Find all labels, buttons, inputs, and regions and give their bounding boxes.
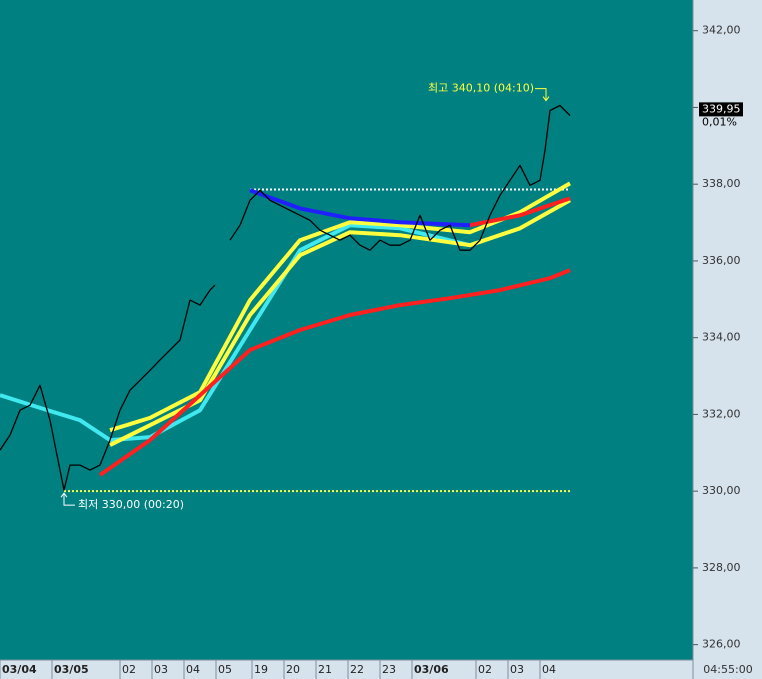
y-tick-label: 330,00	[702, 484, 741, 497]
x-axis-panel	[0, 660, 693, 679]
annotation-arrow	[60, 492, 75, 506]
x-tick-label: 20	[286, 663, 300, 676]
x-tick-label: 02	[122, 663, 136, 676]
y-tick-label: 332,00	[702, 407, 741, 420]
series-line	[98, 268, 571, 477]
plot-area	[0, 0, 693, 660]
x-tick-label: 02	[478, 663, 492, 676]
x-tick-label: 04	[186, 663, 200, 676]
x-tick-label: 03	[154, 663, 168, 676]
x-tick-label: 19	[254, 663, 268, 676]
x-tick-label: 03/05	[54, 663, 89, 676]
x-tick-label: 05	[218, 663, 232, 676]
change-label: 0,01%	[702, 115, 737, 128]
series-line	[109, 198, 571, 447]
y-tick-label: 336,00	[702, 254, 741, 267]
last-price-label: 339,95	[702, 102, 741, 115]
x-tick-label: 21	[318, 663, 332, 676]
y-tick-label: 334,00	[702, 331, 741, 344]
x-tick-label: 03/06	[414, 663, 449, 676]
x-tick-label: 23	[382, 663, 396, 676]
y-tick-label: 338,00	[702, 177, 741, 190]
annotation: 최저 330,00 (00:20)	[78, 498, 184, 511]
x-tick-label: 03/04	[2, 663, 37, 676]
time-label: 04:55:00	[703, 663, 752, 676]
series-line	[0, 223, 471, 443]
x-tick-label: 03	[510, 663, 524, 676]
annotation: 최고 340,10 (04:10)	[428, 82, 534, 95]
series-line	[0, 104, 571, 491]
x-tick-label: 22	[350, 663, 364, 676]
annotation-arrow	[535, 88, 550, 102]
y-tick-label: 342,00	[702, 24, 741, 37]
y-tick-label: 328,00	[702, 561, 741, 574]
x-tick-label: 04	[542, 663, 556, 676]
last-price-box	[699, 102, 743, 117]
y-tick-label: 326,00	[702, 638, 741, 651]
